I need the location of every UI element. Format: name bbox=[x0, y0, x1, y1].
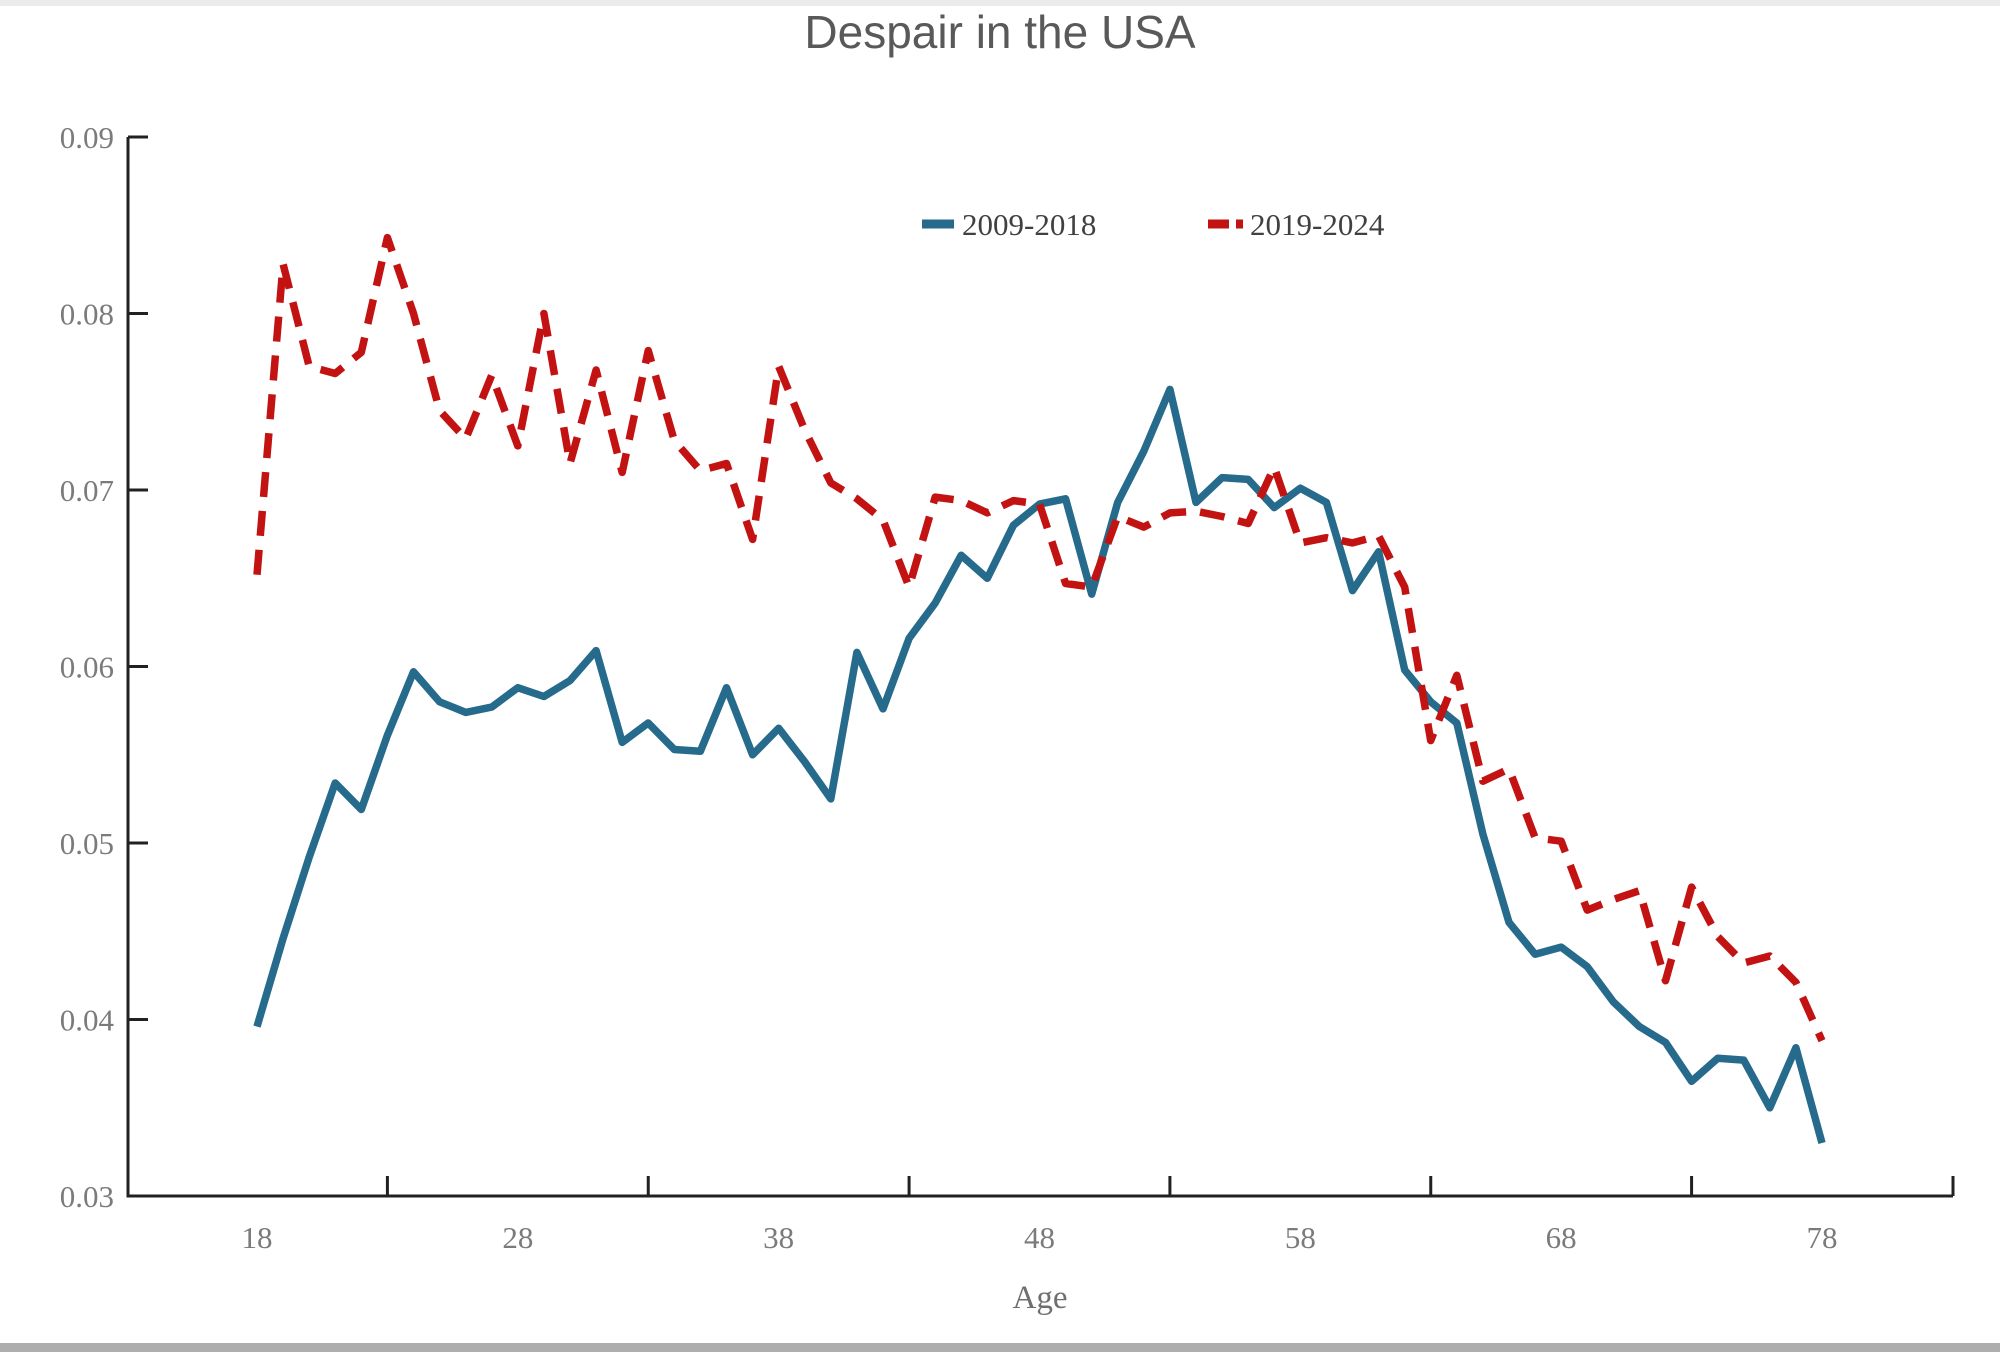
top-edge-strip bbox=[0, 0, 2000, 6]
legend-label-2019-2024: 2019-2024 bbox=[1250, 207, 1385, 242]
chart-title: Despair in the USA bbox=[804, 6, 1195, 58]
x-tick-label: 68 bbox=[1546, 1220, 1577, 1255]
series-line-2019-2024 bbox=[253, 233, 1826, 1043]
legend-label-2009-2018: 2009-2018 bbox=[962, 207, 1096, 242]
x-tick-label: 78 bbox=[1806, 1220, 1837, 1255]
x-tick-label: 28 bbox=[502, 1220, 533, 1255]
bottom-edge-strip bbox=[0, 1343, 2000, 1352]
x-axis-title: Age bbox=[1013, 1280, 1068, 1316]
y-tick-label: 0.03 bbox=[60, 1179, 114, 1214]
y-tick-label: 0.09 bbox=[60, 120, 114, 155]
series-line-2009-2018 bbox=[253, 385, 1826, 1144]
x-tick-label: 38 bbox=[763, 1220, 794, 1255]
y-tick-label: 0.08 bbox=[60, 297, 114, 332]
x-tick-label: 48 bbox=[1024, 1220, 1055, 1255]
x-tick-label: 18 bbox=[242, 1220, 273, 1255]
y-tick-label: 0.06 bbox=[60, 650, 114, 685]
legend: 2009-2018 2019-2024 bbox=[922, 207, 1385, 242]
x-tick-label: 58 bbox=[1285, 1220, 1316, 1255]
axes: 0.03 0.04 0.05 0.06 0.07 0.08 0.09 18 28 38 48 58 68… bbox=[60, 120, 1955, 1255]
y-tick-label: 0.05 bbox=[60, 826, 114, 861]
y-tick-label: 0.04 bbox=[60, 1003, 115, 1038]
plot-series bbox=[253, 233, 1826, 1144]
y-tick-label: 0.07 bbox=[60, 473, 114, 508]
